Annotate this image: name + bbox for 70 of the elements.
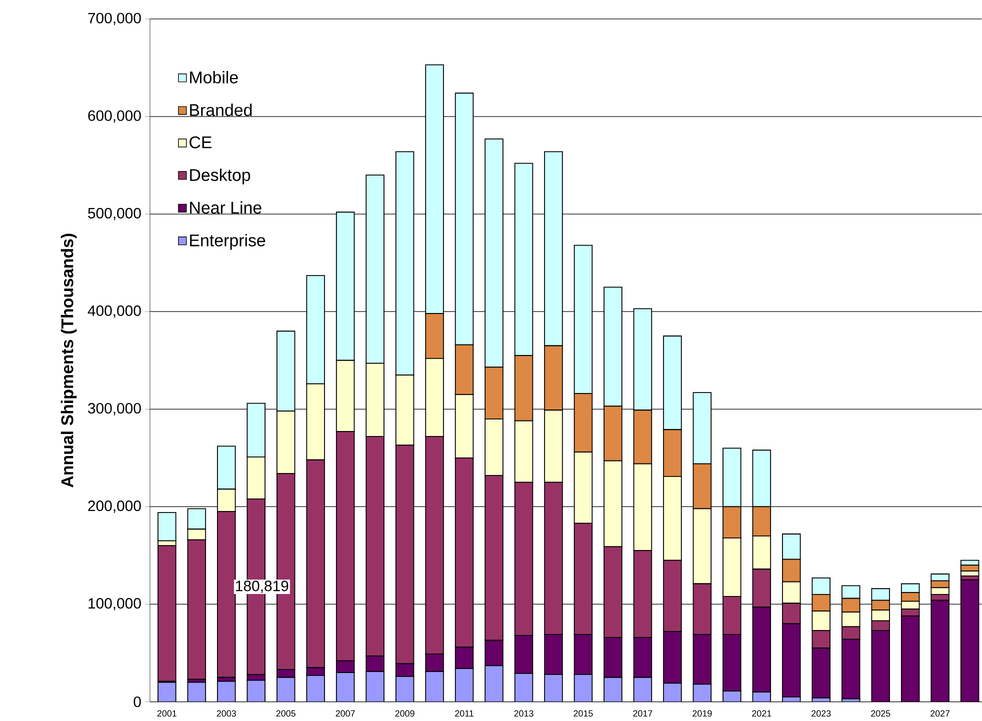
- bar: [960, 580, 980, 702]
- legend-label: Mobile: [190, 71, 238, 84]
- x-tick-label: 2021: [752, 710, 772, 717]
- x-tick-label: 2013: [514, 710, 534, 717]
- bar: [663, 682, 682, 702]
- x-tick-label: 2025: [871, 710, 890, 717]
- y-tick-label: 600,000: [88, 110, 141, 123]
- y-tick-label: 700,000: [88, 12, 141, 26]
- bar: [633, 677, 652, 702]
- y-tick-label: 400,000: [88, 306, 141, 318]
- legend-label: Enterprise: [190, 234, 266, 250]
- bar: [158, 512, 176, 542]
- bar: [158, 682, 176, 702]
- bar: [604, 677, 622, 702]
- bar: [454, 646, 474, 670]
- y-tick-label: 200,000: [88, 500, 141, 513]
- x-tick-label: 2017: [633, 710, 652, 717]
- bar: [812, 648, 830, 698]
- y-tick-label: 100,000: [88, 598, 141, 611]
- x-tick-label: 2027: [930, 710, 950, 717]
- bar: [752, 606, 772, 693]
- bar: [276, 677, 296, 702]
- bar: [454, 668, 474, 702]
- x-tick-label: 2007: [336, 710, 355, 717]
- bar: [574, 634, 593, 676]
- bar: [336, 672, 355, 702]
- y-tick-label: 0: [134, 696, 141, 708]
- bar: [484, 640, 504, 666]
- bar: [841, 639, 860, 700]
- bar: [544, 634, 563, 676]
- bar: [306, 675, 325, 702]
- bar: [722, 634, 742, 692]
- bar: [187, 682, 206, 702]
- bar: [395, 676, 414, 702]
- annotation: 180,819: [236, 580, 288, 594]
- bar: [692, 684, 712, 702]
- x-tick-label: 2001: [157, 710, 176, 717]
- y-tick-label: 300,000: [88, 403, 141, 416]
- legend-label: CE: [190, 136, 212, 148]
- bar: [782, 623, 801, 698]
- x-tick-label: 2023: [812, 710, 831, 717]
- bar: [425, 654, 444, 672]
- legend-label: Branded: [190, 104, 252, 116]
- bar: [663, 631, 682, 684]
- bar: [246, 680, 266, 702]
- legend-label: Desktop: [190, 168, 250, 184]
- x-tick-label: 2015: [574, 710, 593, 717]
- bar: [366, 671, 384, 702]
- bar: [217, 680, 236, 702]
- bar: [604, 637, 622, 678]
- y-tick-label: 500,000: [88, 208, 141, 220]
- bar: [484, 665, 504, 702]
- x-tick-label: 2011: [455, 710, 474, 717]
- x-tick-label: 2009: [395, 710, 414, 717]
- bar: [425, 671, 444, 702]
- x-tick-label: 2003: [216, 710, 236, 717]
- bar: [574, 674, 593, 702]
- bar: [901, 616, 920, 702]
- bar: [544, 674, 563, 702]
- bar: [514, 673, 534, 702]
- bar: [931, 600, 949, 702]
- y-axis-title: Annual Shipments (Thousands): [60, 234, 77, 488]
- x-tick-label: 2019: [692, 710, 712, 717]
- legend-label: Near Line: [190, 201, 262, 214]
- bar: [395, 663, 414, 677]
- bar: [692, 634, 712, 685]
- bar: [514, 635, 534, 674]
- bar: [872, 630, 890, 702]
- x-tick-label: 2005: [276, 710, 296, 717]
- bar: [633, 637, 652, 678]
